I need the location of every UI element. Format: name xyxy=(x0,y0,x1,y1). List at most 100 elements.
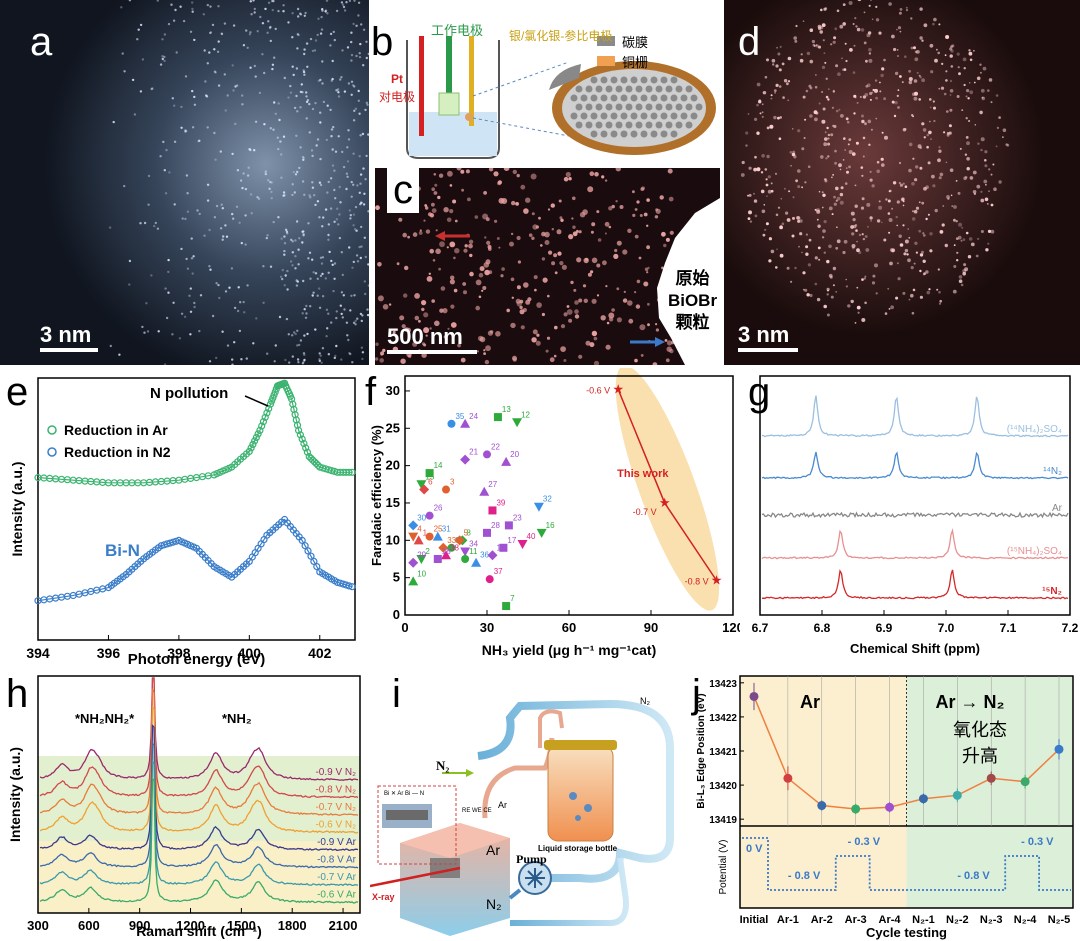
data-point-f xyxy=(454,535,465,546)
category-label-j: N₂-4 xyxy=(1014,914,1037,926)
annotation-nh2: *NH₂ xyxy=(222,711,252,726)
data-point-f xyxy=(433,554,442,563)
chart-e: 394 396 398 400 402 Photon energy (eV) Intensi… xyxy=(9,377,356,668)
point-label-f: 20 xyxy=(510,450,519,459)
raman-spectrum xyxy=(39,724,359,852)
ar-region xyxy=(38,841,360,913)
data-point-e xyxy=(301,542,309,550)
ylabel-h: Intensity (a.u.) xyxy=(7,747,23,842)
panel-h: h 300 600 900 1200 1500 1800 2100 Raman shift (… xyxy=(0,668,370,941)
legend-swatch-carbon xyxy=(597,36,615,46)
plot-frame-e xyxy=(37,377,356,641)
data-point-j xyxy=(918,794,928,804)
point-label-f: 13 xyxy=(502,405,511,414)
label-n2-cell: N₂ xyxy=(486,896,502,912)
tick-label-g: 6.8 xyxy=(814,621,831,635)
this-work-highlight xyxy=(615,368,720,611)
data-point-j xyxy=(952,790,962,800)
raman-spectrum xyxy=(39,743,359,869)
data-point-f xyxy=(461,554,470,563)
series-label-g: (¹⁵NH₄)₂SO₄ xyxy=(1007,546,1062,557)
series-label-g: (¹⁴NH₄)₂SO₄ xyxy=(1007,424,1062,435)
point-label-f: 30 xyxy=(417,513,426,522)
data-point-f xyxy=(504,521,513,530)
data-point-e xyxy=(310,557,318,565)
point-label-f: 7 xyxy=(510,594,515,603)
plot-frame-j xyxy=(739,675,1074,909)
scalebar-label-a: 3 nm xyxy=(40,322,92,347)
ylabel-e: Intensity (a.u.) xyxy=(9,462,25,557)
potential-label-j: 0 V xyxy=(746,843,763,855)
panel-j: j 13419 13420 13421 13422 13423 Initial Ar-1 Ar… xyxy=(690,668,1080,941)
label-pump-visible: Pump xyxy=(516,852,547,866)
tick-label-f: 20 xyxy=(386,458,400,473)
tick-label-j: 13421 xyxy=(709,747,737,758)
point-label-f: 1 xyxy=(423,528,428,537)
data-point-f xyxy=(425,532,434,541)
series-label-g: Ar xyxy=(1052,503,1063,514)
point-label-f: 24 xyxy=(469,412,478,421)
ar-region-j xyxy=(740,676,907,908)
raman-spectrum xyxy=(39,760,359,887)
point-label-f: 34 xyxy=(469,540,478,549)
point-label-f: 2 xyxy=(425,547,430,556)
series-label-h: -0.9 V N₂ xyxy=(315,767,356,778)
scalebar-a xyxy=(40,348,98,352)
tick-label-j: 13423 xyxy=(709,679,737,690)
point-label-f: 23 xyxy=(513,513,522,522)
label-counter-electrode-2: 对电极 xyxy=(379,90,416,104)
series-label-h: -0.8 V Ar xyxy=(317,855,357,866)
data-point-f xyxy=(483,528,491,537)
point-label-f: 40 xyxy=(527,532,536,541)
series-label-h: -0.7 V Ar xyxy=(317,872,357,883)
potential-label-j: - 0.8 V xyxy=(788,870,821,882)
data-point-e xyxy=(249,440,257,449)
data-point-j xyxy=(885,802,895,812)
chart-f: 0306090120051015202530NH₃ yield (μg h⁻¹ … xyxy=(369,368,740,658)
potential-label-f: -0.6 V xyxy=(586,385,610,395)
tick-label-h: 600 xyxy=(78,918,100,933)
panel-i: i N₂ N₂ Ar Ar N₂ Liquid storage bottle P… xyxy=(370,668,690,941)
data-point-e xyxy=(259,418,267,426)
potential-label-j: - 0.3 V xyxy=(848,836,881,848)
label-n2-inlet: N₂ xyxy=(436,758,450,773)
data-point-f xyxy=(416,480,427,490)
data-point-f xyxy=(488,506,497,515)
series-label-g: ¹⁵N₂ xyxy=(1042,586,1062,597)
tick-label-g: 6.9 xyxy=(876,621,893,635)
data-point-e xyxy=(298,536,306,544)
data-point-e xyxy=(289,400,297,408)
raman-spectrum xyxy=(39,677,359,799)
tick-label-f: 0 xyxy=(393,607,400,622)
point-label-f: 10 xyxy=(417,569,426,578)
nmr-spectrum xyxy=(761,511,1069,519)
point-label-f: 25 xyxy=(434,525,443,534)
point-label-f: 36 xyxy=(480,551,489,560)
panel-label-g: g xyxy=(748,370,771,414)
tick-label-f: 0 xyxy=(401,620,408,635)
xlabel-f: NH₃ yield (μg h⁻¹ mg⁻¹cat) xyxy=(482,642,657,658)
series-label-h: -0.9 V Ar xyxy=(317,837,357,848)
data-point-e xyxy=(307,552,315,560)
data-point-e xyxy=(295,426,303,435)
point-label-f: 35 xyxy=(455,412,464,421)
ylabel-f: Faradaic efficiency (%) xyxy=(369,425,384,566)
label-ar-tube: Ar xyxy=(498,800,507,810)
data-point-e xyxy=(296,431,304,439)
legend-marker-e xyxy=(47,447,57,457)
region-label-ar: Ar xyxy=(800,692,820,712)
point-label-f: 11 xyxy=(469,547,478,556)
potential-label-j: - 0.3 V xyxy=(1021,836,1054,848)
raman-spectrum xyxy=(39,778,359,904)
label-cell-legend: Bi ✕ Ar Bi — N xyxy=(384,791,425,797)
flow-cell-schematic xyxy=(370,699,674,936)
point-label-f: 14 xyxy=(434,461,443,470)
data-point-f xyxy=(536,528,547,538)
point-label-f: 16 xyxy=(546,521,555,530)
point-label-f: 21 xyxy=(469,448,478,457)
panel-c: c 500 nm 原始 BiOBr 颗粒 xyxy=(375,168,720,365)
data-point-e xyxy=(266,400,275,408)
data-point-f xyxy=(419,484,430,495)
series-label-h: -0.7 V N₂ xyxy=(315,802,356,813)
data-point-f xyxy=(517,540,528,550)
